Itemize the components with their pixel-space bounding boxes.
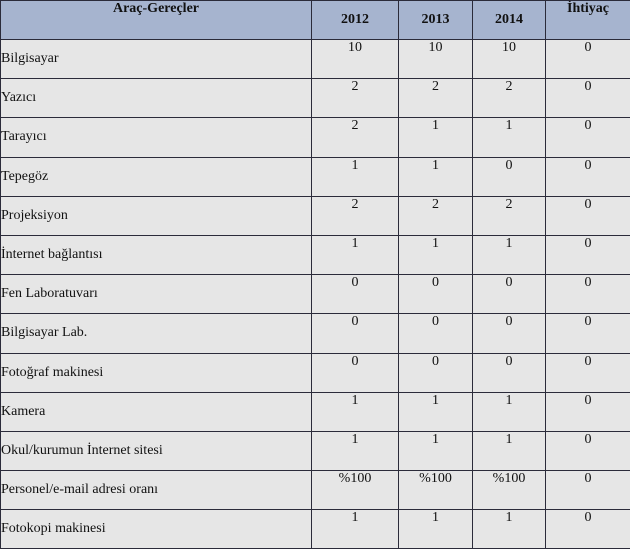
table-row: Kamera 1 1 1 0 [0, 391, 630, 432]
header-2014: 2014 [472, 0, 546, 40]
cell-need: 0 [545, 509, 630, 549]
table-row: Tepegöz 1 1 0 0 [0, 156, 630, 197]
cell-2013: %100 [398, 470, 473, 511]
cell-2014: 0 [472, 352, 546, 393]
cell-2014: 1 [472, 234, 546, 276]
cell-2013: 0 [398, 313, 473, 354]
cell-2013: 2 [398, 195, 473, 236]
table-row: Tarayıcı 2 1 1 0 [0, 117, 630, 158]
table-row: Fen Laboratuvarı 0 0 0 0 [0, 274, 630, 315]
cell-2013: 10 [398, 38, 473, 80]
cell-2013: 0 [398, 352, 473, 393]
cell-need: 0 [545, 38, 630, 80]
cell-need: 0 [545, 391, 630, 432]
cell-2013: 1 [398, 509, 473, 549]
cell-2013: 2 [398, 78, 473, 119]
cell-need: 0 [545, 195, 630, 236]
cell-item: Fen Laboratuvarı [0, 274, 312, 315]
cell-item: Fotokopi makinesi [0, 509, 312, 549]
cell-item: İnternet bağlantısı [0, 234, 312, 276]
cell-2013: 1 [398, 430, 473, 472]
cell-2012: 0 [311, 313, 399, 354]
cell-2014: 0 [472, 274, 546, 315]
header-row: Araç-Gereçler 2012 2013 2014 İhtiyaç [0, 0, 630, 40]
cell-2012: 2 [311, 78, 399, 119]
cell-2014: %100 [472, 470, 546, 511]
cell-item: Yazıcı [0, 78, 312, 119]
cell-2012: %100 [311, 470, 399, 511]
cell-2014: 2 [472, 78, 546, 119]
table-row: Projeksiyon 2 2 2 0 [0, 195, 630, 236]
cell-2014: 1 [472, 117, 546, 158]
cell-2012: 10 [311, 38, 399, 80]
cell-2014: 1 [472, 391, 546, 432]
table-row: Bilgisayar 10 10 10 0 [0, 38, 630, 80]
cell-item: Tepegöz [0, 156, 312, 197]
cell-2012: 1 [311, 391, 399, 432]
cell-item: Bilgisayar Lab. [0, 313, 312, 354]
cell-need: 0 [545, 352, 630, 393]
cell-need: 0 [545, 234, 630, 276]
table-row: Personel/e-mail adresi oranı %100 %100 %… [0, 470, 630, 511]
cell-item: Personel/e-mail adresi oranı [0, 470, 312, 511]
cell-need: 0 [545, 274, 630, 315]
cell-2013: 1 [398, 117, 473, 158]
cell-item: Projeksiyon [0, 195, 312, 236]
cell-2012: 2 [311, 195, 399, 236]
cell-item: Tarayıcı [0, 117, 312, 158]
table-row: Okul/kurumun İnternet sitesi 1 1 1 0 [0, 430, 630, 472]
cell-item: Fotoğraf makinesi [0, 352, 312, 393]
header-item: Araç-Gereçler [0, 0, 312, 40]
cell-2014: 1 [472, 430, 546, 472]
cell-2013: 1 [398, 234, 473, 276]
cell-item: Bilgisayar [0, 38, 312, 80]
cell-2012: 1 [311, 430, 399, 472]
table-row: Bilgisayar Lab. 0 0 0 0 [0, 313, 630, 354]
cell-2013: 1 [398, 391, 473, 432]
cell-item: Kamera [0, 391, 312, 432]
cell-need: 0 [545, 313, 630, 354]
cell-need: 0 [545, 156, 630, 197]
cell-2012: 2 [311, 117, 399, 158]
cell-2013: 0 [398, 274, 473, 315]
cell-2014: 2 [472, 195, 546, 236]
cell-2014: 0 [472, 313, 546, 354]
cell-2014: 10 [472, 38, 546, 80]
cell-2014: 0 [472, 156, 546, 197]
cell-need: 0 [545, 430, 630, 472]
cell-2012: 1 [311, 234, 399, 276]
table-row: Fotokopi makinesi 1 1 1 0 [0, 509, 630, 549]
cell-need: 0 [545, 78, 630, 119]
cell-2012: 0 [311, 352, 399, 393]
cell-item: Okul/kurumun İnternet sitesi [0, 430, 312, 472]
cell-need: 0 [545, 117, 630, 158]
header-need: İhtiyaç [545, 0, 630, 40]
table-row: Fotoğraf makinesi 0 0 0 0 [0, 352, 630, 393]
cell-2014: 1 [472, 509, 546, 549]
table-row: İnternet bağlantısı 1 1 1 0 [0, 234, 630, 276]
header-2013: 2013 [398, 0, 473, 40]
cell-need: 0 [545, 470, 630, 511]
cell-2012: 0 [311, 274, 399, 315]
cell-2013: 1 [398, 156, 473, 197]
header-2012: 2012 [311, 0, 399, 40]
cell-2012: 1 [311, 509, 399, 549]
cell-2012: 1 [311, 156, 399, 197]
table-row: Yazıcı 2 2 2 0 [0, 78, 630, 119]
